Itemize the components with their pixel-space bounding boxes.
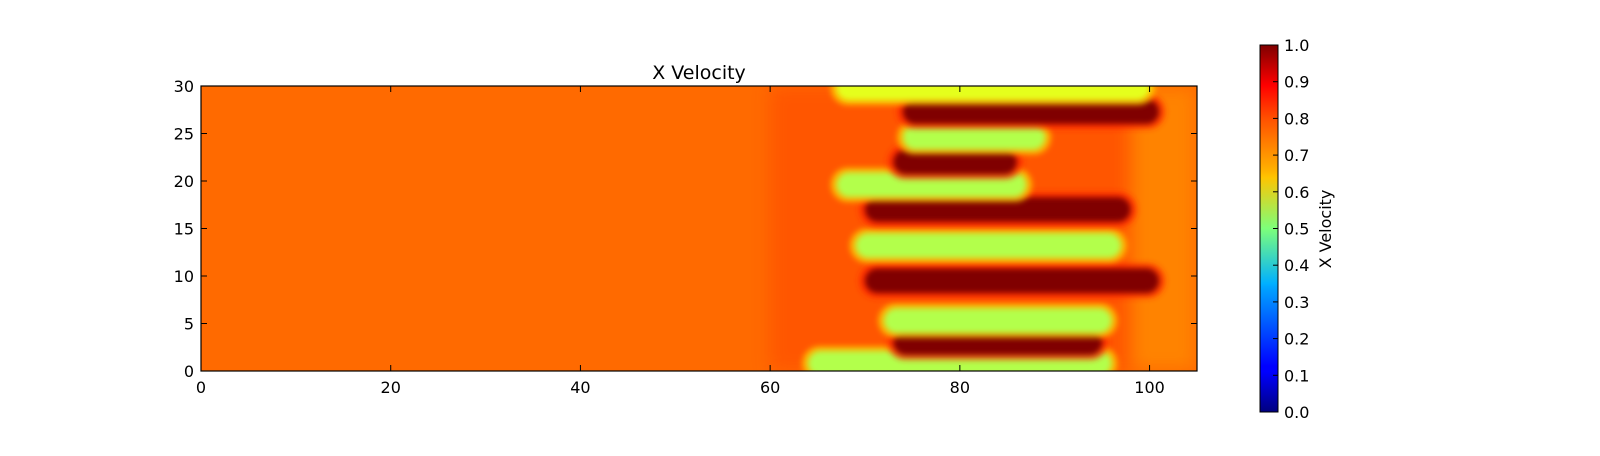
colorbar-ticks: 0.0 0.1 0.2 0.3 0.4 0.5 0.6 0.7 0.8 0.9 1.0: [1273, 36, 1309, 422]
low-velocity-finger: [902, 124, 1046, 150]
y-tick-label: 30: [174, 77, 194, 96]
y-tick-label: 0: [184, 362, 194, 381]
low-velocity-finger: [855, 233, 1122, 258]
y-tick-label: 10: [174, 267, 194, 286]
x-tick-label: 0: [196, 378, 206, 397]
chart-title: X Velocity: [652, 62, 746, 84]
x-tick-label: 20: [381, 378, 401, 397]
y-tick-label: 15: [174, 220, 194, 239]
high-velocity-finger: [865, 197, 1131, 222]
colorbar-tick-label: 0.0: [1284, 403, 1309, 422]
x-tick-label: 80: [950, 378, 970, 397]
colorbar-tick-label: 0.9: [1284, 73, 1309, 92]
heatmap-plot-area: [200, 85, 1198, 372]
y-axis: 0 5 10 15 20 25 30: [174, 77, 1197, 381]
colorbar: 0.0 0.1 0.2 0.3 0.4 0.5 0.6 0.7 0.8 0.9 1.0 X Velo…: [1259, 36, 1335, 422]
x-tick-label: 100: [1134, 378, 1165, 397]
x-tick-label: 60: [760, 378, 780, 397]
low-velocity-finger: [836, 86, 1150, 101]
high-velocity-finger: [865, 268, 1160, 294]
colorbar-tick-label: 0.2: [1284, 330, 1309, 349]
colorbar-tick-label: 1.0: [1284, 36, 1309, 55]
colorbar-tick-label: 0.3: [1284, 293, 1309, 312]
y-tick-label: 25: [174, 125, 194, 144]
x-tick-label: 40: [570, 378, 590, 397]
colorbar-tick-label: 0.8: [1284, 109, 1309, 128]
x-axis: 0 20 40 60 80 100: [196, 86, 1165, 397]
colorbar-label: X Velocity: [1316, 190, 1335, 269]
front-halo: [1130, 86, 1197, 371]
y-tick-label: 5: [184, 315, 194, 334]
high-velocity-finger: [893, 149, 1017, 175]
colorbar-tick-label: 0.1: [1284, 366, 1309, 385]
low-velocity-finger: [883, 308, 1112, 333]
colorbar-tick-label: 0.4: [1284, 256, 1309, 275]
heatmap-field: [770, 86, 1197, 371]
y-tick-label: 20: [174, 172, 194, 191]
colorbar-tick-label: 0.6: [1284, 183, 1309, 202]
colorbar-tick-label: 0.7: [1284, 146, 1309, 165]
colorbar-tick-label: 0.5: [1284, 220, 1309, 239]
high-velocity-finger: [902, 99, 1160, 124]
